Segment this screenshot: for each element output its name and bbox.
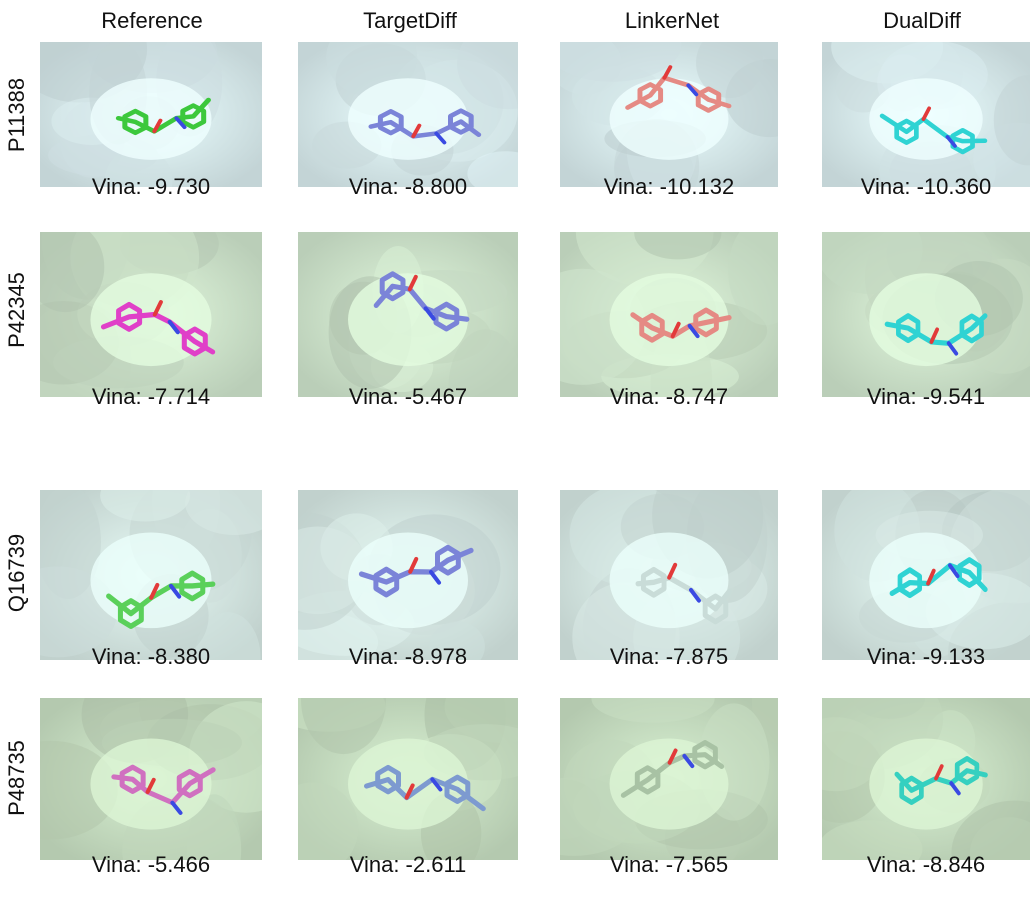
vina-score: Vina: -8.978 (348, 644, 468, 669)
docking-pose-image (822, 698, 1030, 860)
protein-surface-render (298, 698, 518, 860)
ligand-molecule (884, 313, 988, 346)
vina-score: Vina: -10.360 (860, 174, 992, 199)
docking-pose-image (560, 42, 778, 187)
column-header-linkernet: LinkerNet (624, 8, 720, 33)
vina-score: Vina: -9.133 (866, 644, 986, 669)
docking-pose-image (298, 232, 518, 397)
row-label-p42345: P42345 (4, 272, 30, 348)
ligand-molecule (358, 544, 474, 598)
protein-surface-render (560, 42, 778, 187)
docking-pose-image (560, 232, 778, 397)
vina-score: Vina: -8.747 (609, 384, 729, 409)
protein-surface-render (298, 42, 518, 187)
docking-pose-image (40, 42, 262, 187)
protein-surface-render (40, 42, 262, 187)
protein-surface-render (40, 698, 262, 860)
ligand-molecule (879, 113, 988, 155)
vina-score: Vina: -9.730 (91, 174, 211, 199)
ligand-molecule (630, 307, 732, 343)
ligand-molecule (100, 301, 216, 357)
vina-score: Vina: -9.541 (866, 384, 986, 409)
protein-surface-render (40, 232, 262, 397)
protein-surface-render (40, 490, 262, 660)
row-label-q16739: Q16739 (4, 533, 30, 612)
protein-surface-render (822, 490, 1030, 660)
column-header-dualdiff: DualDiff (883, 8, 961, 33)
column-header-reference: Reference (101, 8, 203, 33)
vina-score: Vina: -2.611 (349, 852, 467, 877)
docking-pose-image (822, 42, 1030, 187)
docking-pose-image (298, 42, 518, 187)
docking-pose-image (560, 490, 778, 660)
protein-surface-render (822, 698, 1030, 860)
docking-pose-image (560, 698, 778, 860)
column-header-targetdiff: TargetDiff (363, 8, 457, 33)
ligand-molecule (625, 75, 732, 113)
ligand-molecule (889, 557, 988, 599)
protein-surface-render (298, 232, 518, 397)
ligand-molecule (620, 740, 725, 798)
row-label-p11388: P11388 (4, 77, 29, 153)
ligand-molecule (894, 756, 988, 806)
vina-score: Vina: -7.875 (609, 644, 729, 669)
protein-surface-render (298, 490, 518, 660)
vina-score: Vina: -7.714 (91, 384, 211, 409)
docking-pose-image (40, 698, 262, 860)
docking-pose-image (40, 490, 262, 660)
ligand-molecule (111, 764, 216, 806)
vina-score: Vina: -5.466 (91, 852, 211, 877)
ligand-molecule (115, 97, 211, 136)
protein-surface-render (560, 490, 778, 660)
docking-pose-image (822, 232, 1030, 397)
ligand-molecule (635, 566, 732, 625)
ligand-molecule (373, 271, 470, 332)
protein-surface-render (560, 698, 778, 860)
vina-score: Vina: -5.467 (348, 384, 468, 409)
ligand-molecule (106, 570, 216, 629)
ligand-molecule (368, 108, 482, 139)
vina-score: Vina: -10.132 (603, 174, 735, 199)
ligand-molecule (364, 764, 486, 812)
vina-score: Vina: -7.565 (609, 852, 729, 877)
vina-score: Vina: -8.380 (91, 644, 211, 669)
protein-surface-render (822, 42, 1030, 187)
protein-surface-render (822, 232, 1030, 397)
docking-pose-image (40, 232, 262, 397)
vina-score: Vina: -8.800 (348, 174, 468, 199)
row-label-p48735: P48735 (4, 740, 30, 816)
docking-pose-image (298, 490, 518, 660)
vina-score: Vina: -8.846 (866, 852, 986, 877)
protein-surface-render (560, 232, 778, 397)
docking-pose-image (822, 490, 1030, 660)
docking-pose-image (298, 698, 518, 860)
